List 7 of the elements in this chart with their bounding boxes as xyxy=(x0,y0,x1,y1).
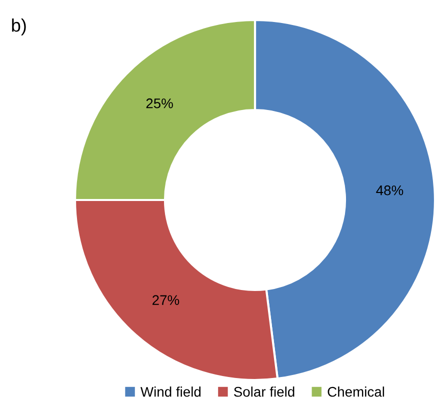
chart-title: b) xyxy=(12,18,26,36)
legend-label: Wind field xyxy=(140,386,201,397)
legend-label: Solar field xyxy=(234,386,294,397)
data-label: 27% xyxy=(152,295,180,305)
data-label: 25% xyxy=(146,98,173,108)
legend-label: Chemical xyxy=(328,386,384,397)
data-label: 48% xyxy=(376,185,404,196)
